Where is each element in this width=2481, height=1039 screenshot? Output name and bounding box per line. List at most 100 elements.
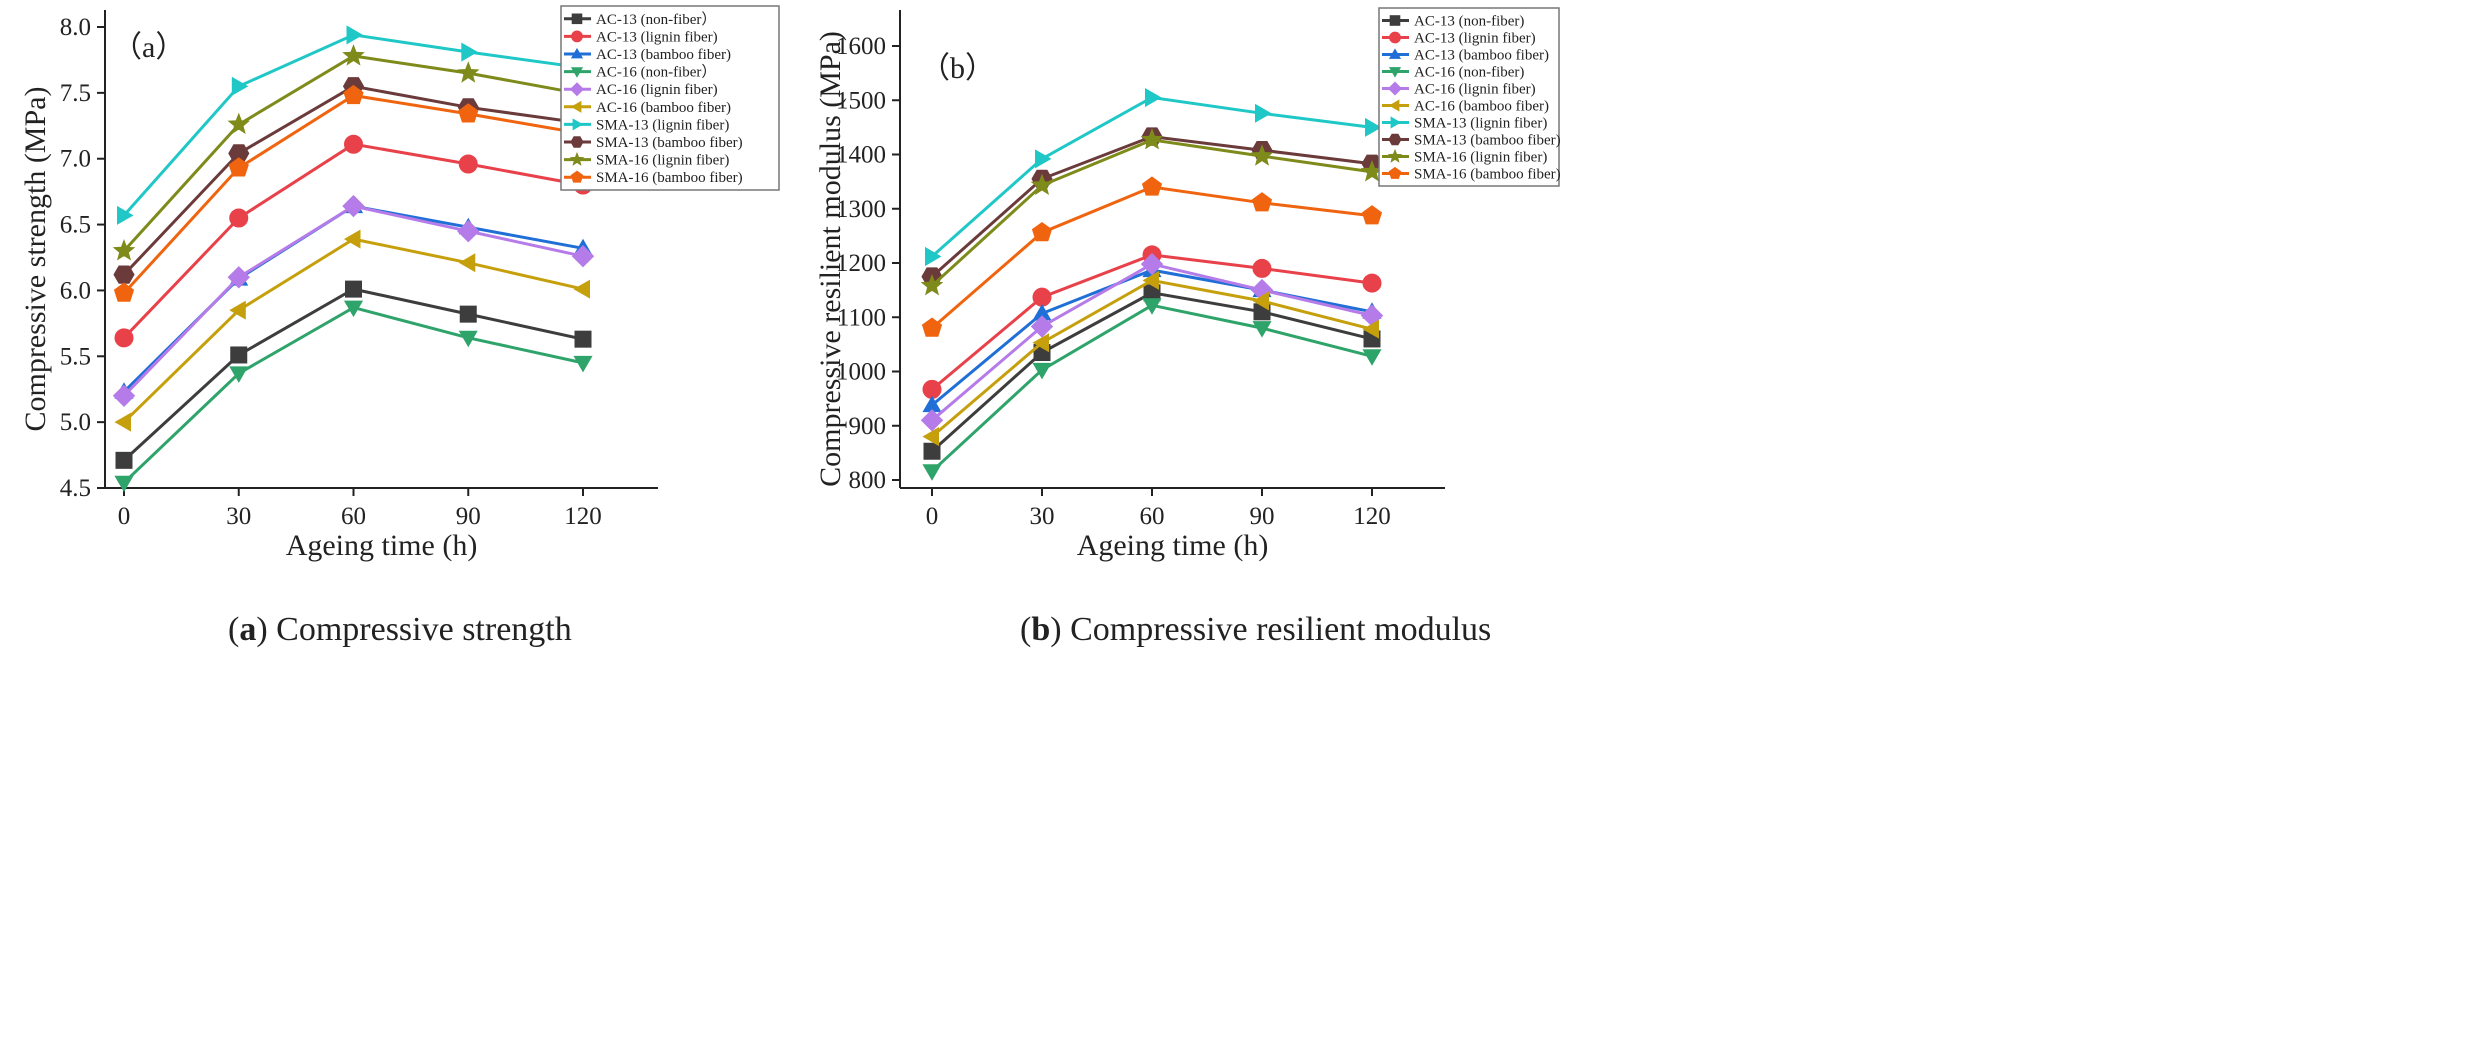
legend-label: SMA-16 (bamboo fiber)	[1414, 167, 1561, 183]
legend-marker	[1388, 67, 1402, 78]
data-point	[457, 219, 480, 243]
y-tick-label: 1300	[836, 196, 886, 223]
chart-panel-a: 4.5 5.0 5.5 6.0 6.5 7.0 7.5 8.0 0 30 60 90 120 Ageing…	[19, 5, 780, 562]
legend-label: SMA-16 (bamboo fiber)	[596, 170, 743, 186]
data-point	[1142, 270, 1159, 290]
caption-bold: a	[239, 611, 256, 648]
series-5	[922, 270, 1379, 447]
data-point	[227, 266, 251, 289]
legend-label: AC-16 (lignin fiber)	[596, 82, 718, 98]
data-point	[1030, 315, 1054, 338]
legend-marker	[1388, 99, 1400, 112]
legend-label: AC-16 (bamboo fiber)	[596, 100, 731, 116]
legend-label: AC-16 (bamboo fiber)	[1414, 99, 1549, 115]
data-point	[458, 154, 478, 174]
data-point	[1035, 149, 1052, 169]
data-point	[1032, 287, 1052, 307]
y-tick-label: 900	[849, 413, 887, 440]
data-point	[458, 330, 478, 348]
data-point	[345, 280, 362, 298]
legend-marker	[1388, 48, 1402, 59]
x-tick-label: 0	[118, 503, 131, 530]
y-tick-label: 1400	[836, 142, 886, 169]
legend-marker	[570, 100, 582, 113]
series-0	[115, 280, 592, 469]
data-point	[571, 244, 595, 268]
legend-label: AC-16 (lignin fiber)	[1414, 82, 1536, 98]
data-point	[114, 412, 131, 432]
legend-label: AC-13 (lignin fiber)	[1414, 31, 1536, 47]
figure-caption: (b) Compressive resilient modulus	[1020, 611, 1491, 648]
legend-marker	[571, 30, 583, 43]
data-point	[461, 42, 478, 62]
data-point	[459, 305, 477, 323]
data-point	[1032, 362, 1052, 380]
legend-box	[560, 5, 780, 191]
legend-marker	[1389, 15, 1401, 26]
data-point	[113, 265, 135, 284]
data-point	[231, 76, 249, 96]
legend-label: AC-13 (non-fiber)	[1414, 14, 1524, 30]
x-tick-label: 90	[1250, 503, 1275, 530]
figure-caption: (a) Compressive strength	[228, 611, 572, 648]
legend-label: SMA-13 (lignin fiber)	[1414, 116, 1547, 132]
legend-marker	[1388, 133, 1402, 146]
caption-bold: b	[1031, 611, 1050, 648]
data-point	[922, 464, 942, 481]
legend-marker	[1387, 81, 1403, 96]
data-point	[1142, 298, 1162, 315]
legend-label: SMA-13 (lignin fiber)	[596, 117, 729, 133]
data-point	[228, 157, 249, 177]
series-3	[114, 300, 593, 493]
data-point	[1255, 103, 1272, 123]
series-line	[122, 93, 584, 295]
y-tick-label: 1100	[837, 304, 886, 331]
x-tick-label: 0	[926, 503, 939, 530]
legend: AC-13 (non-fiber）AC-13 (lignin fiber) AC-…	[560, 5, 780, 191]
data-point	[229, 366, 249, 383]
data-point	[112, 238, 136, 261]
y-tick-label: 5.5	[60, 343, 91, 370]
data-point	[344, 134, 363, 154]
data-point	[1362, 319, 1379, 339]
data-point	[230, 346, 248, 364]
series-line	[122, 33, 584, 217]
legend-marker	[570, 136, 584, 148]
legend-label: SMA-13 (bamboo fiber)	[596, 135, 743, 151]
series-2	[114, 196, 593, 399]
data-point	[117, 205, 134, 225]
legend-marker	[570, 47, 584, 59]
data-point	[1361, 205, 1383, 225]
x-tick-label: 90	[456, 503, 481, 530]
data-point	[573, 279, 590, 299]
data-point	[114, 475, 134, 493]
x-axis-label: Ageing time (h)	[1077, 529, 1269, 562]
x-axis-label: Ageing time (h)	[286, 529, 478, 562]
data-point	[573, 355, 593, 373]
data-point	[1252, 291, 1269, 311]
legend-marker	[1389, 31, 1401, 44]
data-point	[1030, 173, 1054, 196]
y-tick-label: 800	[849, 467, 887, 494]
x-tick-label: 60	[341, 503, 366, 530]
legend-label: SMA-16 (lignin fiber)	[596, 153, 729, 169]
legend: AC-13 (non-fiber)AC-13 (lignin fiber)AC-…	[1378, 7, 1561, 187]
y-tick-label: 7.0	[60, 146, 91, 173]
data-point	[343, 300, 364, 318]
data-point	[1250, 144, 1274, 166]
y-tick-label: 6.0	[60, 277, 91, 304]
x-tick-label: 30	[1030, 503, 1055, 530]
series-8	[920, 127, 1384, 296]
x-tick-label: 60	[1140, 503, 1165, 530]
caption-text: ) Compressive resilient modulus	[1050, 611, 1491, 648]
y-tick-label: 5.0	[60, 409, 91, 436]
y-tick-label: 1600	[836, 33, 886, 60]
series-6	[925, 88, 1382, 267]
data-point	[458, 103, 479, 123]
caption-open: (	[228, 611, 239, 648]
legend-label: AC-13 (bamboo fiber)	[1414, 48, 1549, 64]
series-5	[114, 229, 590, 432]
series-7	[113, 77, 594, 284]
series-4	[112, 194, 595, 408]
